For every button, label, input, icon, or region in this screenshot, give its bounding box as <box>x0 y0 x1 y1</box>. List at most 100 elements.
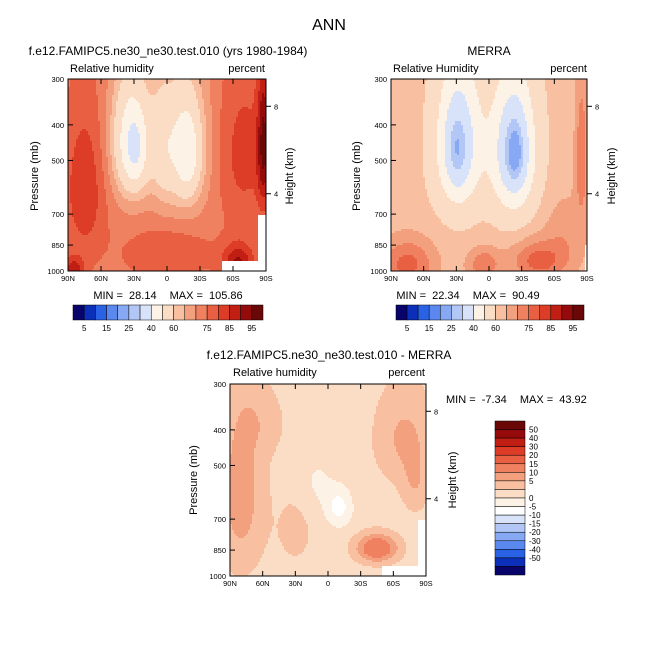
colorbar-swatch <box>495 447 525 456</box>
colorbar-swatch <box>495 421 525 430</box>
colorbar-swatch <box>495 566 525 575</box>
colorbar-swatch <box>185 305 196 320</box>
y-tick-label: 300 <box>51 75 64 84</box>
colorbar-swatch <box>396 305 407 320</box>
y-tick-label: 500 <box>213 461 226 470</box>
colorbar-swatch <box>241 305 252 320</box>
colorbar-swatch <box>495 481 525 490</box>
panel-model: f.e12.FAMIPC5.ne30_ne30.test.010 (yrs 19… <box>29 44 308 333</box>
colorbar-swatch <box>252 305 263 320</box>
x-tick-label: 60N <box>94 274 108 283</box>
colorbar-swatch <box>84 305 95 320</box>
x-tick-label: 30S <box>193 274 206 283</box>
colorbar-swatch <box>529 305 540 320</box>
panel-diff-stats: MIN = -7.34 MAX = 43.92 <box>446 394 587 406</box>
colorbar-label: 40 <box>147 324 156 333</box>
x-tick-label: 0 <box>326 579 330 588</box>
colorbar-swatch <box>418 305 429 320</box>
colorbar-swatch <box>495 524 525 533</box>
panel-merra-plot <box>391 79 587 271</box>
colorbar-swatch <box>495 532 525 541</box>
panel-diff-y2label: Height (km) <box>447 452 459 509</box>
colorbar-swatch <box>495 455 525 464</box>
colorbar-swatch <box>518 305 529 320</box>
colorbar-swatch <box>140 305 151 320</box>
colorbar-swatch <box>495 464 525 473</box>
panel-merra-stats: MIN = 22.34 MAX = 90.49 <box>396 290 539 302</box>
panel-merra-right-label: percent <box>550 63 587 75</box>
x-tick-label: 30N <box>288 579 302 588</box>
colorbar-swatch <box>151 305 162 320</box>
panel-diff: f.e12.FAMIPC5.ne30_ne30.test.010 - MERRA… <box>188 348 587 588</box>
colorbar-swatch <box>484 305 495 320</box>
x-tick-label: 30N <box>449 274 463 283</box>
colorbar-swatch <box>495 558 525 567</box>
colorbar-swatch <box>507 305 518 320</box>
colorbar-label: -50 <box>529 554 541 563</box>
x-tick-label: 60N <box>417 274 431 283</box>
y-tick-label: 400 <box>213 426 226 435</box>
colorbar-swatch <box>118 305 129 320</box>
y-tick-label: 300 <box>374 75 387 84</box>
x-tick-label: 60S <box>387 579 400 588</box>
colorbar-swatch <box>496 305 507 320</box>
colorbar-swatch <box>196 305 207 320</box>
colorbar-label: 15 <box>102 324 111 333</box>
colorbar-label: 25 <box>447 324 456 333</box>
panel-merra-y2label: Height (km) <box>606 148 618 205</box>
y-tick-label: 700 <box>213 515 226 524</box>
colorbar-swatch <box>218 305 229 320</box>
panel-model-stats: MIN = 28.14 MAX = 105.86 <box>93 290 242 302</box>
colorbar-swatch <box>495 438 525 447</box>
colorbar-label: 60 <box>491 324 500 333</box>
colorbar-label: 25 <box>124 324 133 333</box>
colorbar-label: 85 <box>546 324 555 333</box>
colorbar-label: 75 <box>524 324 533 333</box>
x-tick-label: 0 <box>487 274 491 283</box>
colorbar-swatch <box>495 541 525 550</box>
colorbar-swatch <box>451 305 462 320</box>
colorbar-swatch <box>495 498 525 507</box>
panel-diff-right-label: percent <box>388 367 425 379</box>
colorbar-swatch <box>462 305 473 320</box>
colorbar-swatch <box>573 305 584 320</box>
page-title: ANN <box>312 17 346 34</box>
colorbar-swatch <box>207 305 218 320</box>
y-tick-label: 700 <box>51 210 64 219</box>
x-tick-label: 60N <box>256 579 270 588</box>
y2-tick-label: 8 <box>595 102 599 111</box>
colorbar-swatch <box>73 305 84 320</box>
y-tick-label: 400 <box>374 121 387 130</box>
panel-diff-ylabel: Pressure (mb) <box>188 445 200 515</box>
colorbar-label: 5 <box>82 324 87 333</box>
y-tick-label: 1000 <box>209 572 226 581</box>
y-tick-label: 1000 <box>370 267 387 276</box>
y-tick-label: 400 <box>51 121 64 130</box>
colorbar-swatch <box>495 430 525 439</box>
panel-model-colorbar: 5 15 25 40 60 75 85 95 <box>73 305 263 333</box>
y-tick-label: 700 <box>374 210 387 219</box>
panel-merra-colorbar: 5 15 25 40 60 75 85 95 <box>396 305 584 333</box>
panel-diff-plot <box>230 384 426 576</box>
panel-merra-title: MERRA <box>467 44 510 58</box>
colorbar-swatch <box>162 305 173 320</box>
y-tick-label: 1000 <box>47 267 64 276</box>
y2-tick-label: 4 <box>595 190 599 199</box>
y2-tick-label: 8 <box>434 407 438 416</box>
panel-model-plot <box>68 79 266 271</box>
y-tick-label: 850 <box>213 546 226 555</box>
colorbar-swatch <box>174 305 185 320</box>
colorbar-swatch <box>551 305 562 320</box>
x-tick-label: 90S <box>580 274 593 283</box>
panel-merra-left-label: Relative Humidity <box>393 63 479 75</box>
colorbar-label: 15 <box>425 324 434 333</box>
x-tick-label: 90S <box>259 274 272 283</box>
colorbar-label: 5 <box>405 324 410 333</box>
colorbar-label: 5 <box>529 477 534 486</box>
panel-merra-ylabel: Pressure (mb) <box>351 141 363 211</box>
x-tick-label: 30N <box>127 274 141 283</box>
panel-model-left-label: Relative humidity <box>70 63 154 75</box>
